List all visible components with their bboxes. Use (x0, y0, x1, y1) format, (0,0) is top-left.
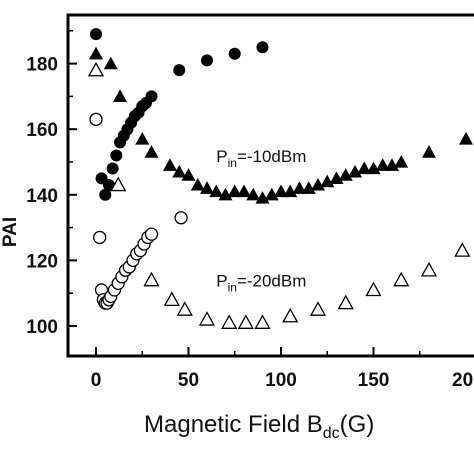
filled-triangle-point (394, 155, 409, 168)
filled-triangle-point (181, 168, 196, 181)
filled-circle-point (145, 90, 158, 103)
open-triangle-point (198, 311, 216, 326)
filled-triangle-point (375, 158, 390, 171)
open-circle-point (93, 230, 107, 245)
open-triangle-point (337, 294, 354, 310)
annotation-sub: in (228, 281, 237, 295)
filled-triangle-point (264, 187, 279, 201)
x-tick-label-partial: 20 (452, 370, 473, 391)
y-tick-label: 100 (26, 317, 58, 338)
filled-circle-point (228, 47, 241, 60)
series-open-circle (89, 112, 188, 310)
x-axis-title-main: Magnetic Field B (144, 411, 323, 438)
filled-triangle-point (357, 161, 372, 175)
x-tick-label: 50 (178, 370, 199, 391)
filled-circle-point (256, 41, 269, 54)
filled-circle-point (110, 149, 123, 162)
filled-triangle-point (218, 187, 233, 201)
annotation-p: P (216, 272, 227, 291)
filled-triangle-point (227, 184, 242, 198)
x-axis-title-sub: dc (323, 425, 340, 442)
open-triangle-point (87, 61, 105, 77)
open-triangle-point (176, 301, 193, 316)
filled-triangle-point (329, 171, 344, 184)
y-tick-label: 180 (26, 55, 58, 76)
filled-circle-point (201, 54, 213, 67)
filled-triangle-point (89, 46, 103, 60)
open-circle-point (174, 211, 188, 225)
filled-circle-point (99, 188, 112, 201)
filled-triangle-point (255, 191, 270, 204)
x-tick-label: 150 (358, 370, 390, 391)
data-markers (87, 28, 473, 329)
annotation-sub: in (228, 156, 237, 170)
open-triangle-point (254, 314, 271, 329)
filled-triangle-point (292, 181, 307, 194)
filled-circle-point (90, 28, 102, 41)
filled-circle-point (106, 162, 119, 175)
filled-triangle-point (246, 187, 261, 201)
annotation-rest: =-20dBm (237, 272, 306, 291)
filled-triangle-point (422, 145, 436, 158)
filled-circle-point (173, 64, 186, 77)
x-tick-label: 0 (91, 370, 102, 391)
filled-triangle-point (200, 181, 214, 194)
open-triangle-point (393, 271, 410, 287)
open-triangle-point (282, 307, 299, 323)
open-triangle-point (237, 314, 254, 329)
filled-triangle-point (459, 132, 473, 145)
filled-triangle-point (274, 184, 288, 198)
filled-triangle-point (320, 174, 335, 188)
series-filled-triangle (89, 46, 473, 204)
filled-triangle-point (190, 177, 205, 191)
x-axis-title: Magnetic Field Bdc(G) (144, 411, 374, 442)
annotation-p: P (216, 147, 227, 166)
filled-triangle-point (366, 161, 381, 175)
open-triangle-point (309, 301, 327, 316)
filled-triangle-point (338, 168, 353, 181)
open-triangle-point (110, 176, 127, 192)
x-axis-title-suffix: (G) (340, 411, 375, 438)
filled-triangle-point (348, 164, 362, 178)
plot-frame (66, 13, 474, 358)
open-triangle-point (163, 291, 180, 307)
filled-triangle-point (237, 184, 251, 198)
filled-triangle-point (135, 132, 150, 145)
filled-triangle-point (163, 158, 177, 171)
open-triangle-point (221, 314, 238, 329)
y-axis-label: PAI (0, 217, 21, 247)
filled-triangle-point (172, 164, 187, 178)
y-tick-label: 160 (26, 120, 58, 141)
y-tick-label: 120 (26, 251, 58, 272)
open-triangle-point (420, 261, 438, 277)
open-triangle-point (143, 271, 160, 287)
open-circle-point (89, 112, 103, 127)
annotation-rest: =-10dBm (237, 147, 306, 166)
open-triangle-point (365, 281, 382, 297)
filled-triangle-point (301, 181, 316, 194)
filled-triangle-point (385, 158, 399, 171)
filled-triangle-point (209, 184, 224, 198)
x-tick-label: 100 (265, 370, 297, 391)
annotation-pin-20dbm: Pin=-20dBm (216, 272, 306, 295)
axis-ticks: 0 50 100 150 20 100 120 140 160 180 (26, 30, 473, 391)
filled-triangle-point (113, 89, 128, 102)
filled-triangle-point (103, 56, 118, 70)
filled-triangle-point (144, 145, 159, 158)
annotation-pin-10dbm: Pin=-10dBm (216, 147, 306, 170)
y-tick-label: 140 (26, 186, 58, 207)
open-circle-point (144, 227, 159, 241)
series-open-triangle (87, 61, 471, 329)
filled-triangle-point (283, 184, 298, 198)
plot-area (66, 13, 474, 358)
filled-triangle-point (311, 177, 325, 191)
open-triangle-point (454, 242, 471, 257)
